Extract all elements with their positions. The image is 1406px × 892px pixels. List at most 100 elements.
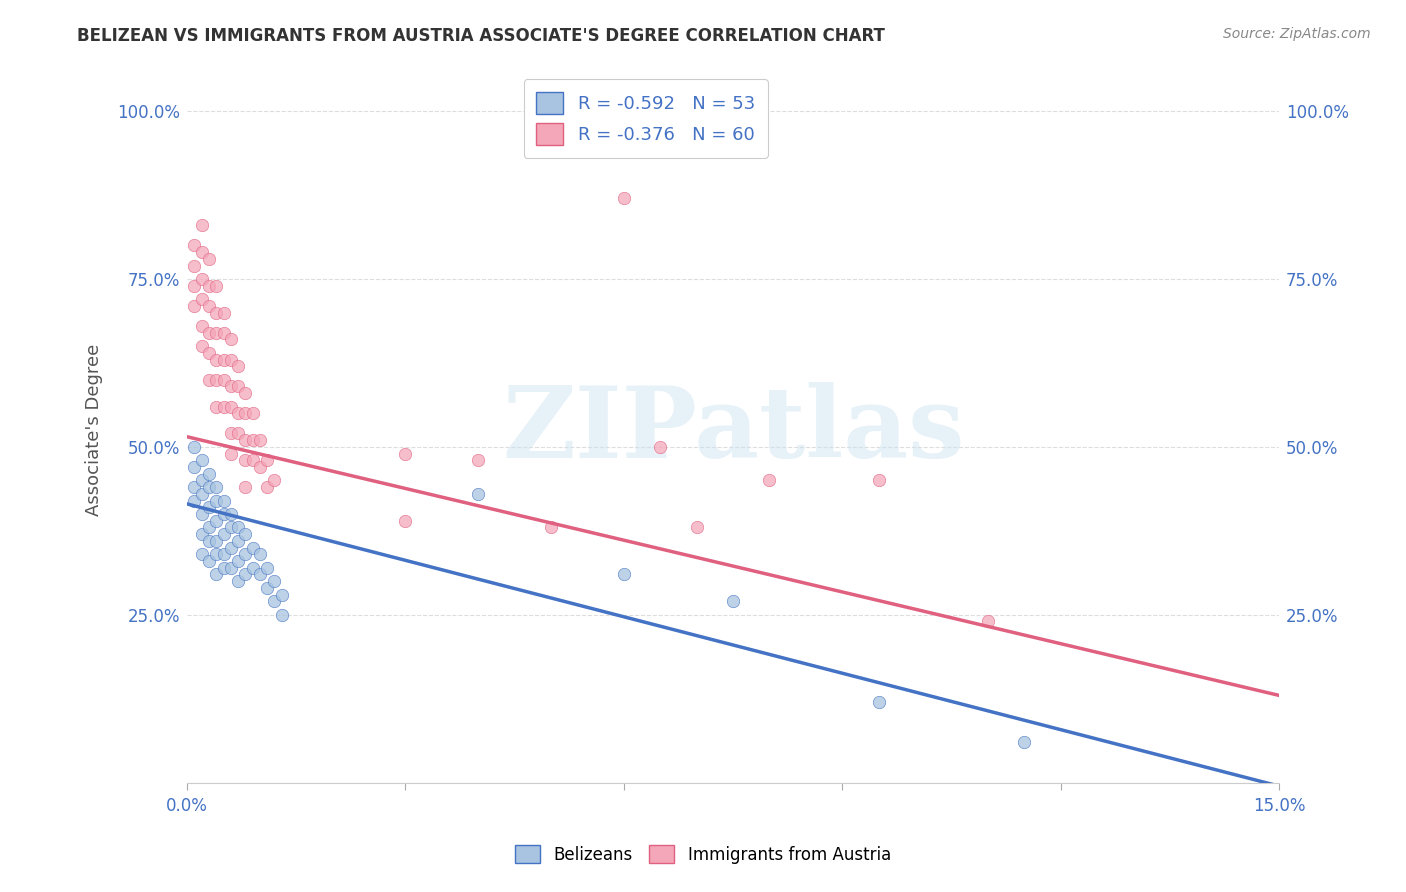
Point [198,326,221,340]
Text: Source: ZipAtlas.com: Source: ZipAtlas.com [1223,27,1371,41]
Point [198,500,221,515]
Point [212,305,235,319]
Point [183,259,205,273]
Point [190,218,212,232]
Point [235,453,257,467]
Point [868,474,890,488]
Point [219,379,242,393]
Point [183,460,205,475]
Point [235,567,257,582]
Point [270,588,292,602]
Point [226,554,249,568]
Point [219,332,242,346]
Point [226,359,249,374]
Point [685,520,707,534]
Point [190,527,212,541]
Point [212,560,235,574]
Point [249,460,271,475]
Point [212,493,235,508]
Point [540,520,562,534]
Point [205,352,228,367]
Point [198,467,221,481]
Point [235,406,257,420]
Point [256,453,278,467]
Point [190,245,212,260]
Point [868,695,890,709]
Point [205,480,228,494]
Point [205,400,228,414]
Legend: R = -0.592   N = 53, R = -0.376   N = 60: R = -0.592 N = 53, R = -0.376 N = 60 [523,79,768,158]
Point [190,318,212,333]
Point [467,453,489,467]
Point [190,487,212,501]
Point [256,480,278,494]
Point [205,373,228,387]
Point [198,554,221,568]
Point [212,507,235,521]
Point [198,480,221,494]
Point [205,493,228,508]
Point [242,453,264,467]
Point [198,346,221,360]
Point [219,541,242,555]
Point [198,373,221,387]
Point [650,440,672,454]
Y-axis label: Associate's Degree: Associate's Degree [86,344,103,516]
Point [242,541,264,555]
Point [226,426,249,441]
Point [205,278,228,293]
Point [270,607,292,622]
Point [183,480,205,494]
Point [1012,735,1035,749]
Point [226,520,249,534]
Point [249,567,271,582]
Point [198,520,221,534]
Point [205,514,228,528]
Point [212,373,235,387]
Point [205,567,228,582]
Point [235,480,257,494]
Point [467,487,489,501]
Point [242,560,264,574]
Point [183,278,205,293]
Point [212,400,235,414]
Point [249,547,271,561]
Point [256,560,278,574]
Point [242,406,264,420]
Point [721,594,744,608]
Point [219,352,242,367]
Point [394,514,416,528]
Point [190,474,212,488]
Point [198,278,221,293]
Legend: Belizeans, Immigrants from Austria: Belizeans, Immigrants from Austria [509,838,897,871]
Point [205,326,228,340]
Point [235,433,257,447]
Point [190,453,212,467]
Point [183,299,205,313]
Point [226,406,249,420]
Point [183,440,205,454]
Point [183,238,205,252]
Point [190,292,212,306]
Point [205,547,228,561]
Point [219,426,242,441]
Text: BELIZEAN VS IMMIGRANTS FROM AUSTRIA ASSOCIATE'S DEGREE CORRELATION CHART: BELIZEAN VS IMMIGRANTS FROM AUSTRIA ASSO… [77,27,886,45]
Point [183,493,205,508]
Point [190,339,212,353]
Point [219,560,242,574]
Point [219,520,242,534]
Point [263,474,285,488]
Point [235,527,257,541]
Point [758,474,780,488]
Text: ZIPatlas: ZIPatlas [502,382,965,478]
Point [219,507,242,521]
Point [198,252,221,266]
Point [263,574,285,589]
Point [190,547,212,561]
Point [190,507,212,521]
Point [198,299,221,313]
Point [212,326,235,340]
Point [394,446,416,460]
Point [977,615,1000,629]
Point [212,547,235,561]
